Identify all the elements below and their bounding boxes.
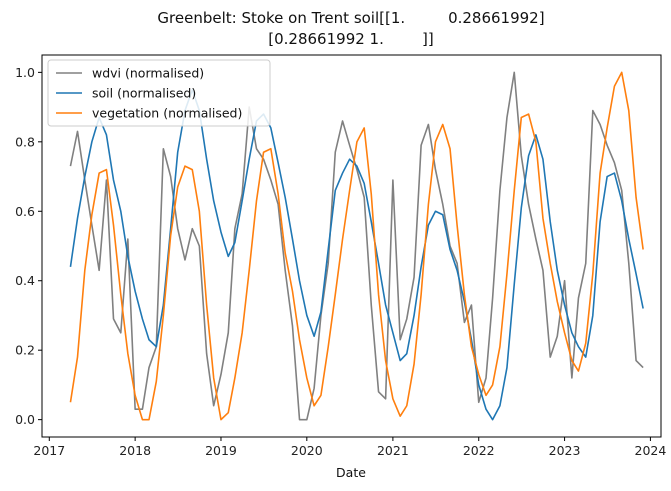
y-tick-label: 0.6 (15, 204, 35, 219)
y-axis-ticks: 0.0 0.2 0.4 0.6 0.8 1.0 (15, 65, 42, 427)
axes-frame (41, 54, 662, 438)
legend-label: vegetation (normalised) (92, 106, 242, 121)
y-tick-label: 0.0 (15, 412, 35, 427)
series-line-1 (69, 88, 644, 421)
chart-title-line1: Greenbelt: Stoke on Trent soil[[1. 0.286… (157, 9, 544, 27)
chart-title-line2: [0.28661992 1. ]] (268, 30, 433, 48)
legend-box (47, 59, 271, 127)
x-tick-label: 2019 (205, 443, 237, 458)
y-tick-label: 0.2 (15, 343, 35, 358)
x-tick-label: 2020 (291, 443, 323, 458)
legend-label: soil (normalised) (92, 86, 196, 101)
y-tick-label: 1.0 (15, 65, 35, 80)
x-tick-label: 2018 (119, 443, 151, 458)
x-axis-ticks: 2017 2018 2019 2020 2021 2022 2023 2024 (33, 437, 666, 458)
x-tick-label: 2022 (463, 443, 495, 458)
x-axis-label: Date (336, 465, 366, 480)
x-tick-label: 2017 (33, 443, 65, 458)
x-tick-label: 2021 (377, 443, 409, 458)
legend-label: wdvi (normalised) (92, 66, 204, 81)
series-line-0 (69, 71, 644, 421)
series-line-2 (69, 71, 644, 421)
y-tick-label: 0.4 (15, 273, 35, 288)
x-tick-label: 2024 (635, 443, 667, 458)
legend: wdvi (normalised) soil (normalised) vegeta… (47, 59, 271, 127)
plot-area (69, 71, 644, 421)
y-tick-label: 0.8 (15, 134, 35, 149)
x-tick-label: 2023 (549, 443, 581, 458)
